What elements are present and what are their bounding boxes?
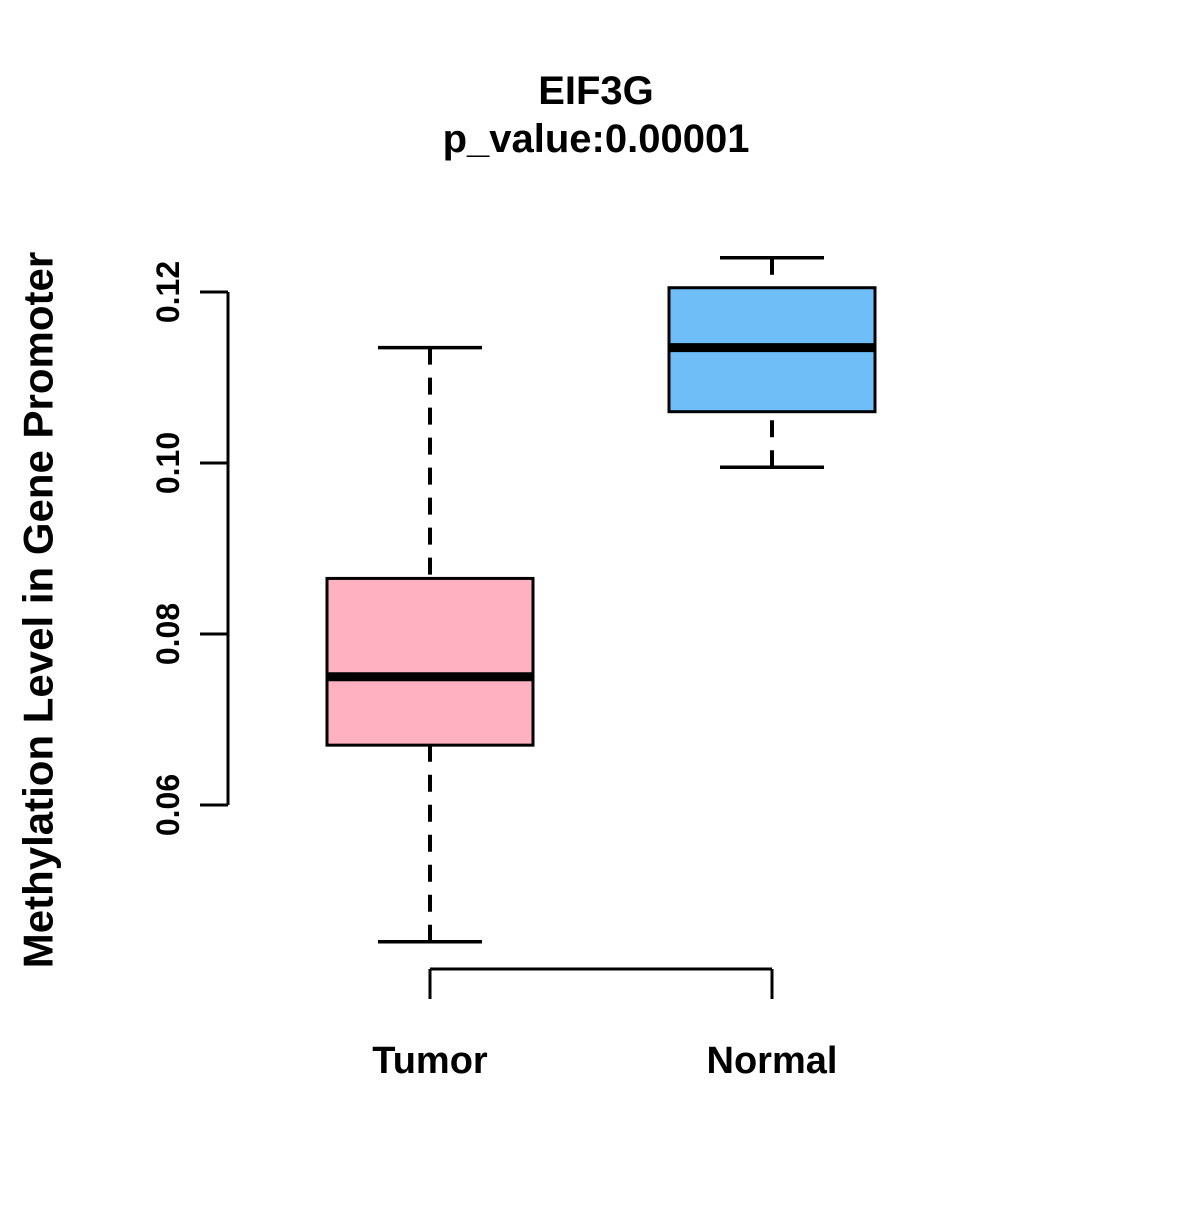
- y-tick-label: 0.06: [150, 774, 186, 836]
- y-tick-label: 0.08: [150, 603, 186, 665]
- box-normal: [667, 256, 877, 470]
- y-tick-label: 0.12: [150, 261, 186, 323]
- box-tumor: [325, 345, 535, 944]
- y-axis-title: Methylation Level in Gene Promoter: [15, 252, 62, 968]
- chart-title: EIF3G: [538, 69, 654, 113]
- y-axis: 0.06 0.08 0.10 0.12: [150, 261, 230, 836]
- x-axis: [428, 967, 774, 999]
- chart-subtitle: p_value:0.00001: [443, 117, 750, 161]
- x-tick-label-tumor: Tumor: [372, 1040, 488, 1082]
- boxes: [325, 256, 877, 944]
- y-tick-label: 0.10: [150, 432, 186, 494]
- iqr-box: [325, 576, 535, 747]
- x-tick-label-normal: Normal: [707, 1040, 838, 1082]
